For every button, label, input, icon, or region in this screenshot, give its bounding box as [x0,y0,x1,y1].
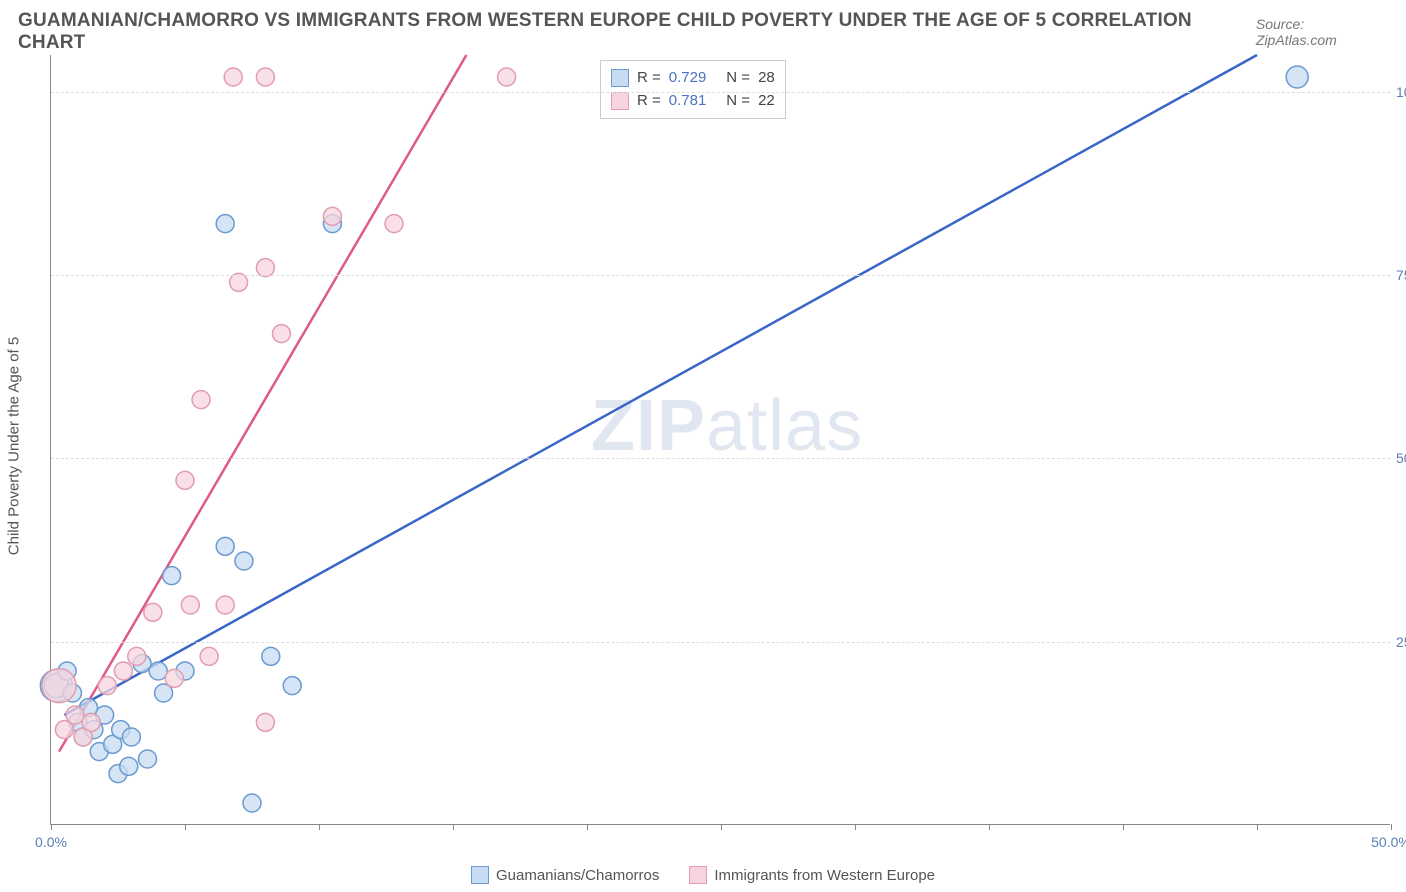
data-point-weur [498,68,516,86]
gridline [51,642,1390,643]
data-point-guam [120,757,138,775]
data-point-guam [122,728,140,746]
data-point-weur [224,68,242,86]
data-point-guam [262,647,280,665]
y-tick-label: 25.0% [1396,634,1406,650]
y-axis-label: Child Poverty Under the Age of 5 [6,337,23,555]
data-point-weur [230,273,248,291]
data-point-weur [42,669,76,703]
source-label: Source: ZipAtlas.com [1256,16,1388,48]
legend-n-label: N = [726,67,750,90]
x-tick-mark [587,824,588,830]
x-tick-mark [855,824,856,830]
legend-swatch [471,866,489,884]
legend-row-guam: R = 0.729 N = 28 [611,67,775,90]
legend-r-value: 0.781 [669,90,707,113]
bottom-legend-item-weur: Immigrants from Western Europe [689,866,935,884]
data-point-weur [256,68,274,86]
data-point-guam [163,567,181,585]
legend-n-value: 22 [758,90,775,113]
regression-line-weur [59,55,466,752]
data-point-guam [243,794,261,812]
data-point-weur [200,647,218,665]
data-point-guam [1286,66,1308,88]
data-point-weur [165,669,183,687]
x-tick-label: 0.0% [35,834,67,850]
legend-row-weur: R = 0.781 N = 22 [611,90,775,113]
plot-svg [51,55,1390,824]
regression-line-guam [64,55,1257,715]
x-tick-mark [989,824,990,830]
bottom-legend-label: Immigrants from Western Europe [714,867,935,884]
data-point-weur [272,325,290,343]
legend-swatch [611,69,629,87]
legend-inset: R = 0.729 N = 28 R = 0.781 N = 22 [600,60,786,119]
data-point-weur [66,706,84,724]
x-tick-label: 50.0% [1371,834,1406,850]
data-point-guam [283,677,301,695]
x-tick-mark [1257,824,1258,830]
data-point-weur [82,713,100,731]
x-tick-mark [51,824,52,830]
x-tick-mark [1123,824,1124,830]
data-point-guam [216,215,234,233]
data-point-weur [216,596,234,614]
data-point-weur [176,471,194,489]
legend-n-label: N = [726,90,750,113]
data-point-weur [192,391,210,409]
plot-area: ZIPatlas R =0.729N = 28R =0.781N = 22 25… [50,55,1390,825]
bottom-legend: Guamanians/Chamorros Immigrants from West… [0,866,1406,884]
x-tick-mark [1391,824,1392,830]
data-point-guam [235,552,253,570]
y-tick-label: 50.0% [1396,450,1406,466]
y-tick-label: 100.0% [1396,84,1406,100]
data-point-weur [256,713,274,731]
chart-title: GUAMANIAN/CHAMORRO VS IMMIGRANTS FROM WE… [18,10,1256,54]
data-point-guam [138,750,156,768]
data-point-weur [128,647,146,665]
data-point-guam [149,662,167,680]
data-point-guam [216,537,234,555]
gridline [51,458,1390,459]
data-point-weur [114,662,132,680]
legend-swatch [611,92,629,110]
legend-r-label: R = [637,90,661,113]
bottom-legend-item-guam: Guamanians/Chamorros [471,866,659,884]
data-point-weur [181,596,199,614]
data-point-weur [385,215,403,233]
y-tick-label: 75.0% [1396,267,1406,283]
data-point-weur [144,603,162,621]
data-point-weur [98,677,116,695]
bottom-legend-label: Guamanians/Chamorros [496,867,659,884]
data-point-weur [256,259,274,277]
legend-swatch [689,866,707,884]
gridline [51,92,1390,93]
x-tick-mark [453,824,454,830]
legend-r-value: 0.729 [669,67,707,90]
gridline [51,275,1390,276]
legend-n-value: 28 [758,67,775,90]
x-tick-mark [721,824,722,830]
x-tick-mark [185,824,186,830]
x-tick-mark [319,824,320,830]
data-point-weur [323,207,341,225]
legend-r-label: R = [637,67,661,90]
